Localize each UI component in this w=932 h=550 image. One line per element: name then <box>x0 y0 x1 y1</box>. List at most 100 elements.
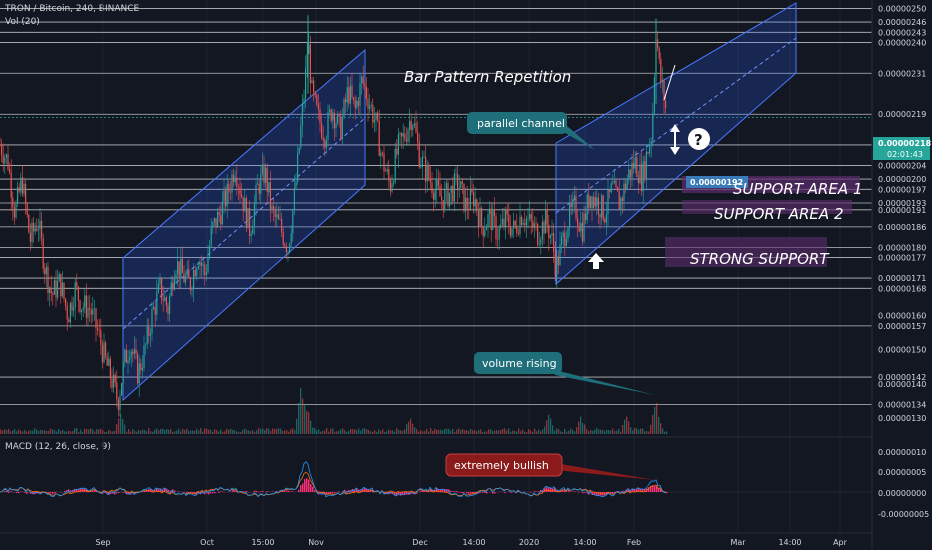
candle-body <box>556 256 558 276</box>
candle-body <box>220 214 222 225</box>
volume-bar <box>568 430 570 434</box>
candle-body <box>401 133 403 137</box>
macd-histogram-bar <box>356 488 358 492</box>
volume-bar <box>202 431 204 434</box>
volume-bar <box>92 429 94 434</box>
macd-line <box>0 461 667 498</box>
macd-histogram-bar <box>494 492 496 494</box>
candle-body <box>642 161 644 192</box>
volume-bar <box>156 428 158 434</box>
macd-histogram-bar <box>366 488 368 492</box>
candle-body <box>660 58 662 83</box>
volume-bar <box>562 431 564 434</box>
volume-bar <box>26 431 28 434</box>
candle-body <box>308 44 310 54</box>
candle-body <box>169 295 171 314</box>
candle-body <box>17 187 19 204</box>
price-tick-13: 0.00000180 <box>878 243 926 252</box>
volume-bar <box>254 431 256 434</box>
macd-histogram-bar <box>118 492 120 493</box>
volume-bar <box>328 431 330 434</box>
volume-bar <box>4 429 6 434</box>
macd-histogram-bar <box>436 488 438 492</box>
macd-histogram-bar <box>334 492 336 494</box>
macd-histogram-bar <box>78 489 80 492</box>
macd-histogram-bar <box>592 492 594 496</box>
macd-histogram-bar <box>152 489 154 492</box>
candle-body <box>573 195 575 200</box>
price-tick-5: 0.00000219 <box>878 110 926 119</box>
candle-body <box>625 183 627 190</box>
macd-histogram-bar <box>442 488 444 492</box>
macd-histogram-bar <box>92 490 94 492</box>
macd-histogram-bar <box>588 492 590 495</box>
current-price-tag <box>873 137 930 160</box>
candle-body <box>161 277 163 300</box>
extremely-bullish-callout: extremely bullish <box>445 453 655 480</box>
macd-tick-2: 0.00000000 <box>878 489 926 498</box>
volume-bar <box>344 430 346 434</box>
macd-histogram-bar <box>416 492 418 494</box>
candle-body <box>191 289 193 291</box>
candle-body <box>516 225 518 234</box>
macd-histogram-bar <box>544 488 546 492</box>
volume-bar <box>276 428 278 434</box>
candle-body <box>89 307 91 310</box>
volume-bar <box>460 430 462 434</box>
candle-body <box>25 183 27 204</box>
candle-body <box>141 367 143 371</box>
volume-bar <box>312 427 314 434</box>
macd-histogram-bar <box>596 492 598 496</box>
macd-histogram-bar <box>196 492 198 495</box>
candle-body <box>493 209 495 217</box>
candle-body <box>500 224 502 229</box>
candle-body <box>410 120 412 131</box>
volume-bar <box>174 431 176 434</box>
candle-body <box>580 223 582 232</box>
macd-histogram-bar <box>256 490 258 492</box>
candle-body <box>463 183 465 212</box>
volume-bar <box>204 428 206 434</box>
macd-histogram-bar <box>534 491 536 492</box>
price-tick-0: 0.00000250 <box>878 4 926 13</box>
candle-body <box>100 330 102 346</box>
volume-bar <box>100 428 102 434</box>
candle-body <box>426 165 428 182</box>
volume-bar <box>616 430 618 434</box>
macd-histogram-bar <box>220 491 222 492</box>
volume-bar <box>222 431 224 434</box>
volume-bar <box>506 430 508 434</box>
candle-body <box>271 206 273 209</box>
candle-body <box>145 344 147 346</box>
macd-histogram-bar <box>450 490 452 492</box>
candle-body <box>228 183 230 192</box>
candle-body <box>657 39 659 48</box>
candle-body <box>425 156 427 182</box>
candle-body <box>260 173 262 194</box>
volume-bar <box>180 431 182 434</box>
macd-histogram-bar <box>658 488 660 492</box>
volume-bar <box>0 429 2 434</box>
macd-histogram-bar <box>100 492 102 494</box>
volume-bar <box>408 421 410 434</box>
candle-body <box>92 309 94 315</box>
volume-bar <box>664 431 666 434</box>
candle-body <box>103 342 105 363</box>
macd-histogram-bar <box>304 479 306 492</box>
volume-bar <box>588 431 590 434</box>
candle-body <box>581 223 583 242</box>
volume-bar <box>510 431 512 434</box>
candle-body <box>18 187 20 192</box>
candle-body <box>450 185 452 193</box>
price-tick-23: 0.00000130 <box>878 414 926 423</box>
macd-histogram-bar <box>326 492 328 495</box>
volume-bar <box>468 430 470 434</box>
candle-body <box>484 230 486 237</box>
candle-body <box>327 112 329 140</box>
macd-histogram-bar <box>578 492 580 493</box>
macd-histogram-bar <box>104 492 106 493</box>
macd-histogram-bar <box>50 492 52 494</box>
candle-body <box>348 87 350 104</box>
candle-body <box>583 213 585 242</box>
